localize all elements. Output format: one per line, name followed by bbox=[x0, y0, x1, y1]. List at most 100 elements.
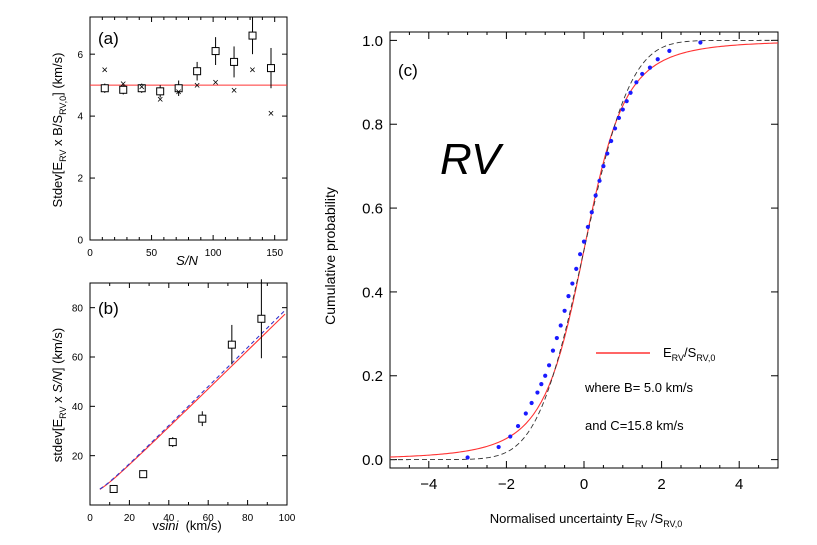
y-tick-label: 20 bbox=[72, 451, 84, 462]
y-tick-label: 60 bbox=[72, 353, 84, 364]
data-point-square bbox=[193, 67, 202, 76]
data-point-dot bbox=[558, 323, 563, 328]
data-point-x: × bbox=[138, 82, 144, 94]
data-point-dot bbox=[554, 335, 559, 341]
data-point-square bbox=[227, 340, 236, 349]
data-point-x: × bbox=[102, 65, 108, 77]
y-tick-label: 0.4 bbox=[362, 284, 383, 301]
data-point-square bbox=[266, 64, 275, 73]
y-tick-label: 80 bbox=[72, 303, 84, 314]
data-point-dot bbox=[546, 363, 552, 368]
panel-c: −4 −2 0 2 4 0.0 0.2 0.4 0.6 0.8 1.0 (c) RV Normali… bbox=[322, 31, 779, 529]
panel-b-ylabel: stdev[ERV x S/N] (km/s) bbox=[50, 328, 68, 462]
data-point-square bbox=[257, 314, 266, 323]
y-tick-label: 2 bbox=[77, 174, 83, 185]
panel-a-xlabel: S/N bbox=[176, 253, 198, 268]
data-point-dot bbox=[640, 71, 645, 77]
data-point-dot bbox=[566, 294, 571, 299]
data-point-dot bbox=[609, 138, 614, 144]
data-point-dot bbox=[578, 252, 583, 257]
panel-c-xlabel: Normalised uncertainty ERV /SRV,0 bbox=[490, 511, 683, 529]
legend-entry-model: ERV/SRV,0 bbox=[663, 345, 715, 363]
data-point-square bbox=[168, 438, 177, 447]
x-tick-label: 0 bbox=[87, 248, 93, 259]
data-point-square bbox=[174, 84, 183, 93]
plot-frame bbox=[89, 16, 288, 241]
x-tick-label: 40 bbox=[163, 513, 175, 524]
data-point-square bbox=[211, 47, 220, 56]
fit-curve bbox=[99, 313, 286, 490]
y-tick-label: 6 bbox=[77, 50, 83, 61]
x-tick-label: 0 bbox=[580, 476, 588, 493]
data-point-x: × bbox=[268, 108, 274, 120]
x-tick-label: 4 bbox=[735, 476, 743, 493]
data-point-square bbox=[100, 84, 109, 93]
x-tick-label: −2 bbox=[498, 476, 515, 493]
data-point-dot bbox=[570, 281, 575, 286]
data-point-square bbox=[139, 470, 148, 479]
data-point-dot bbox=[589, 210, 594, 215]
data-point-dot bbox=[515, 423, 521, 429]
data-point-x: × bbox=[120, 79, 126, 91]
data-point-dot bbox=[655, 57, 660, 62]
data-point-square bbox=[119, 85, 128, 94]
fit-curve-dashed bbox=[99, 309, 286, 490]
data-point-dot bbox=[585, 224, 590, 230]
x-tick-label: 50 bbox=[146, 248, 158, 259]
data-point-dot bbox=[698, 40, 703, 45]
panel-c-ylabel: Cumulative probability bbox=[322, 187, 338, 325]
y-tick-label: 0.8 bbox=[362, 117, 383, 134]
panel-b: 0 20 40 60 80 100 20 40 60 80 (b) vsini (km/s) st… bbox=[50, 279, 296, 533]
y-tick-label: 1.0 bbox=[362, 33, 383, 50]
data-point-x: × bbox=[249, 65, 255, 77]
panel-b-xlabel: vsini (km/s) bbox=[152, 518, 221, 533]
data-point-x: × bbox=[194, 80, 200, 92]
data-point-dot bbox=[523, 411, 528, 416]
data-point-square bbox=[109, 484, 118, 493]
data-point-dot bbox=[647, 65, 653, 70]
data-point-dot bbox=[539, 382, 544, 387]
data-point-dot bbox=[634, 80, 639, 85]
data-point-dot bbox=[620, 107, 625, 112]
y-tick-label: 0.2 bbox=[362, 368, 383, 385]
data-point-dot bbox=[601, 164, 606, 169]
data-point-x: × bbox=[157, 94, 163, 106]
data-point-dot bbox=[574, 266, 579, 271]
data-point-dot bbox=[496, 444, 501, 450]
data-point-dot bbox=[628, 90, 633, 95]
x-tick-label: 100 bbox=[205, 248, 222, 259]
data-point-dot bbox=[535, 390, 540, 395]
legend-param-c: and C=15.8 km/s bbox=[585, 418, 684, 433]
y-tick-label: 0 bbox=[77, 236, 83, 247]
x-tick-label: 100 bbox=[279, 513, 296, 524]
legend-param-b: where B= 5.0 km/s bbox=[584, 380, 694, 395]
y-tick-label: 4 bbox=[77, 112, 83, 123]
x-tick-label: 150 bbox=[266, 248, 283, 259]
data-point-square bbox=[248, 31, 257, 40]
data-point-dot bbox=[550, 348, 556, 353]
data-point-dot bbox=[465, 455, 470, 460]
y-tick-label: 40 bbox=[72, 402, 84, 413]
data-point-x: × bbox=[231, 85, 237, 97]
data-point-x: × bbox=[212, 77, 218, 89]
y-tick-label: 0.0 bbox=[362, 452, 383, 469]
data-point-dot bbox=[667, 48, 672, 53]
panel-a: 0 50 100 150 0 2 4 6 × × × × × × × × × × (a) S/N Stdev[ER… bbox=[50, 16, 288, 268]
data-point-dot bbox=[593, 193, 598, 198]
data-point-square bbox=[156, 87, 165, 96]
x-tick-label: −4 bbox=[420, 476, 437, 493]
panel-c-label: (c) bbox=[398, 61, 418, 80]
data-point-dot bbox=[597, 178, 602, 183]
data-point-dot bbox=[508, 434, 513, 439]
x-tick-label: 2 bbox=[657, 476, 665, 493]
data-point-dot bbox=[624, 99, 629, 104]
x-tick-label: 60 bbox=[203, 513, 215, 524]
panel-a-label: (a) bbox=[98, 29, 119, 48]
data-point-x: × bbox=[175, 86, 181, 98]
panel-a-ylabel: Stdev[ERV x B/SRV,0] (km/s) bbox=[50, 53, 68, 208]
data-point-dot bbox=[562, 308, 567, 313]
data-point-square bbox=[230, 57, 239, 66]
gaussian-cdf-curve bbox=[390, 39, 778, 461]
data-point-dot bbox=[616, 115, 622, 121]
